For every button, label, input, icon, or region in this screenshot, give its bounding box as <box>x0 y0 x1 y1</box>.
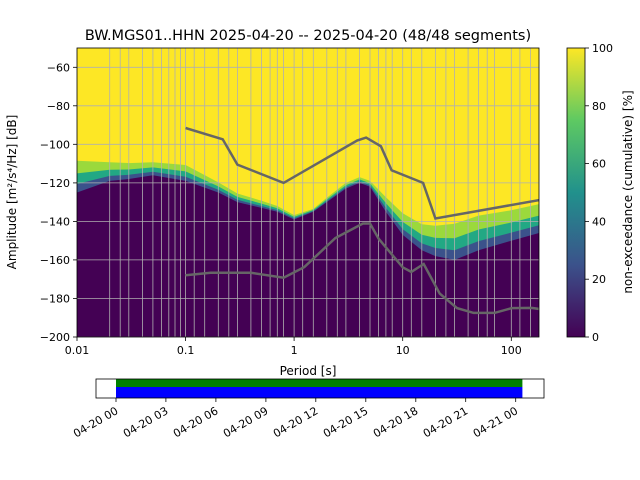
timeline-data-bar <box>116 379 523 387</box>
timeline-tick-label: 04-20 06 <box>171 404 220 440</box>
grid-lines <box>77 48 539 337</box>
plot-frame <box>76 47 540 338</box>
y-tick-label: −180 <box>40 293 70 306</box>
low-noise-model-line <box>185 222 539 315</box>
y-tick-label: −140 <box>40 215 70 228</box>
timeline-tick-label: 04-20 18 <box>371 404 420 440</box>
timeline-tick-label: 04-20 21 <box>421 404 470 440</box>
timeline-tick-label: 04-20 15 <box>321 404 370 440</box>
timeline-tick-label: 04-21 00 <box>471 404 520 440</box>
colorbar-label: non-exceedance (cumulative) [%] <box>621 90 635 293</box>
timeline-plot: 04-20 00 04-20 03 04-20 06 04-20 09 04-20 12… <box>71 378 545 440</box>
timeline-ticks: 04-20 00 04-20 03 04-20 06 04-20 09 04-20 12… <box>71 398 520 440</box>
y-tick-label: −100 <box>40 138 70 151</box>
y-tick-label: −60 <box>47 61 70 74</box>
colorbar-tick-label: 60 <box>592 158 606 171</box>
colorbar-tick-label: 40 <box>592 215 606 228</box>
y-tick-label: −80 <box>47 100 70 113</box>
purple-region <box>77 175 539 337</box>
timeline-tick-label: 04-20 12 <box>271 404 320 440</box>
x-tick-label: 1 <box>291 344 298 357</box>
colorbar <box>566 47 586 338</box>
y-tick-label: −200 <box>40 331 70 344</box>
y-tick-label: −160 <box>40 254 70 267</box>
x-tick-label: 10 <box>396 344 410 357</box>
x-tick-label: 0.01 <box>65 344 90 357</box>
colorbar-tick-label: 100 <box>592 42 613 55</box>
timeline-tick-label: 04-20 03 <box>121 404 170 440</box>
y-tick-label: −120 <box>40 177 70 190</box>
x-axis-ticks: 0.01 0.1 1 10 100 <box>65 337 522 357</box>
y-axis-ticks: −200 −180 −160 −140 −120 −100 −80 −60 <box>40 61 77 344</box>
x-tick-label: 100 <box>501 344 522 357</box>
colorbar-ticks: 0 20 40 60 80 100 <box>585 42 613 344</box>
high-noise-model-line <box>185 126 539 220</box>
ppsd-plot <box>77 48 539 337</box>
y-axis-label: Amplitude [m²/s⁴/Hz] [dB] <box>5 115 19 270</box>
x-axis-label: Period [s] <box>280 364 337 378</box>
colorbar-tick-label: 20 <box>592 273 606 286</box>
x-tick-label: 0.1 <box>177 344 195 357</box>
chart-title: BW.MGS01..HHN 2025-04-20 -- 2025-04-20 (… <box>85 28 531 44</box>
timeline-tick-label: 04-20 09 <box>221 404 270 440</box>
timeline-frame <box>95 378 545 399</box>
timeline-tick-label: 04-20 00 <box>71 404 120 440</box>
colorbar-tick-label: 80 <box>592 100 606 113</box>
timeline-used-bar <box>116 387 523 398</box>
colorbar-tick-label: 0 <box>592 331 599 344</box>
